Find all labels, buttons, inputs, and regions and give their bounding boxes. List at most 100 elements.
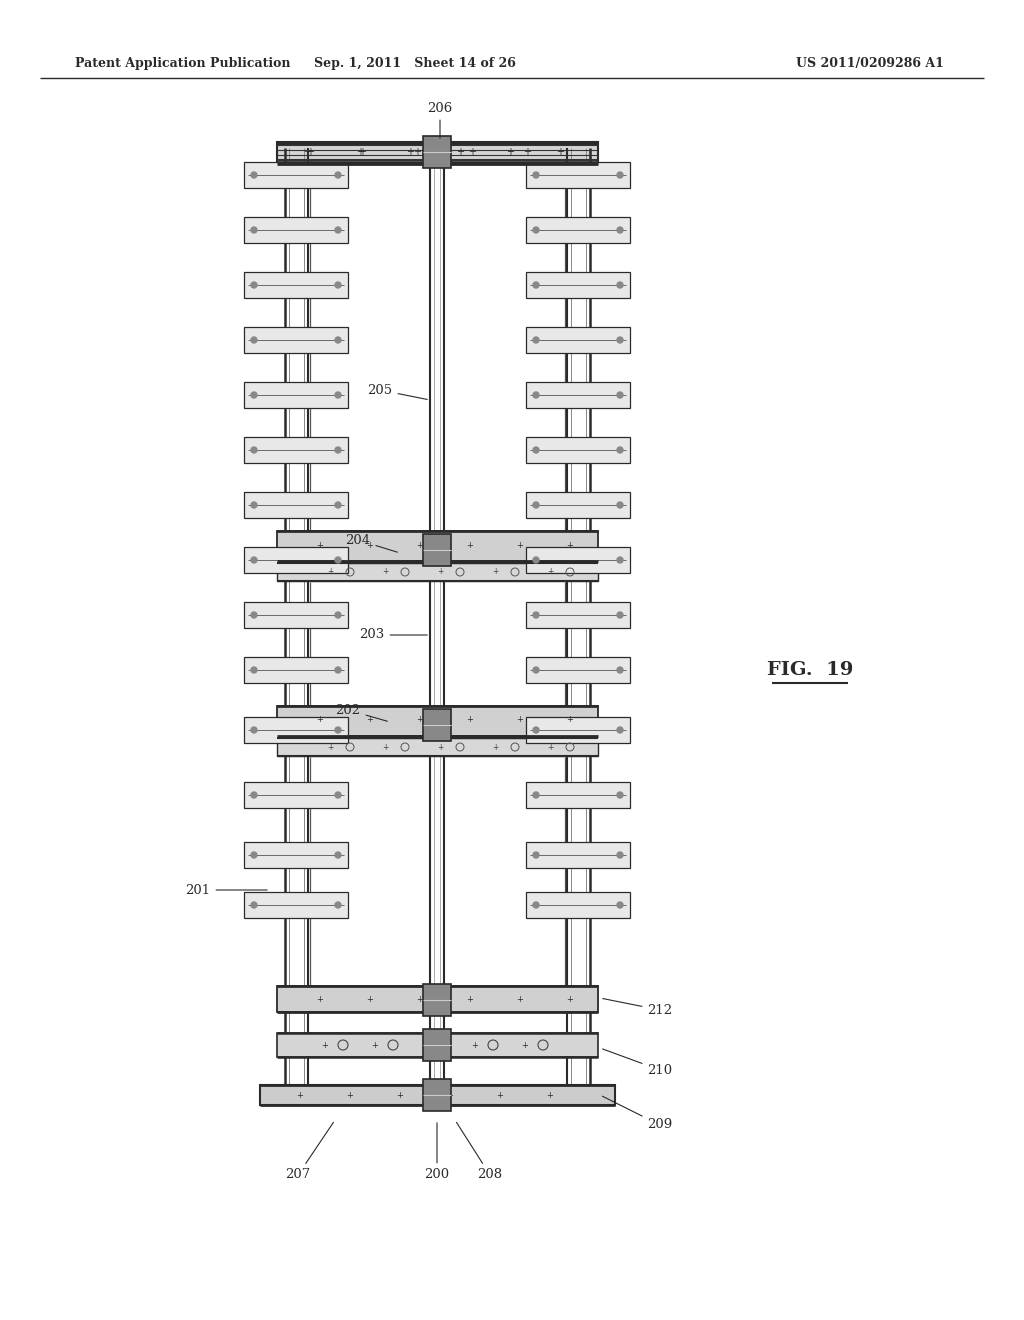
Bar	[278, 738, 598, 756]
Text: +: +	[417, 715, 424, 725]
Circle shape	[251, 667, 257, 673]
Bar	[278, 1034, 598, 1057]
Text: +: +	[547, 1090, 553, 1100]
Circle shape	[251, 727, 257, 733]
Circle shape	[251, 792, 257, 799]
Circle shape	[534, 902, 539, 908]
Circle shape	[534, 447, 539, 453]
Text: +: +	[467, 715, 473, 725]
Circle shape	[335, 392, 341, 399]
Text: FIG.  19: FIG. 19	[767, 661, 853, 678]
Text: +: +	[523, 147, 531, 157]
Text: +: +	[413, 147, 421, 157]
Circle shape	[251, 612, 257, 618]
Text: +: +	[566, 715, 573, 725]
Text: +: +	[306, 147, 314, 157]
Circle shape	[534, 612, 539, 618]
Circle shape	[534, 337, 539, 343]
Text: 202: 202	[336, 704, 387, 721]
Circle shape	[534, 667, 539, 673]
Circle shape	[617, 902, 623, 908]
Text: Sep. 1, 2011   Sheet 14 of 26: Sep. 1, 2011 Sheet 14 of 26	[314, 57, 516, 70]
Text: 206: 206	[427, 102, 453, 139]
Circle shape	[534, 557, 539, 564]
Circle shape	[251, 227, 257, 234]
Circle shape	[335, 612, 341, 618]
Circle shape	[335, 172, 341, 178]
Circle shape	[617, 337, 623, 343]
Bar	[244, 781, 348, 808]
Bar	[244, 272, 348, 298]
Text: 208: 208	[457, 1122, 503, 1181]
Bar	[423, 709, 451, 741]
Text: 201: 201	[185, 883, 267, 896]
Text: +: +	[297, 1090, 303, 1100]
Circle shape	[617, 227, 623, 234]
Circle shape	[617, 851, 623, 858]
Circle shape	[251, 851, 257, 858]
Circle shape	[251, 172, 257, 178]
Bar	[244, 216, 348, 243]
Bar	[244, 892, 348, 917]
Text: +: +	[367, 715, 374, 725]
Bar	[526, 602, 630, 628]
Circle shape	[335, 727, 341, 733]
Bar	[423, 983, 451, 1016]
Text: 209: 209	[602, 1096, 673, 1131]
Circle shape	[251, 447, 257, 453]
Circle shape	[617, 612, 623, 618]
Circle shape	[534, 792, 539, 799]
Text: +: +	[472, 1040, 478, 1049]
Circle shape	[251, 502, 257, 508]
Circle shape	[617, 282, 623, 288]
Bar	[244, 437, 348, 463]
Text: +: +	[492, 742, 499, 751]
Text: +: +	[367, 995, 374, 1005]
Text: 210: 210	[602, 1049, 673, 1077]
Circle shape	[251, 902, 257, 908]
Circle shape	[335, 557, 341, 564]
Text: +: +	[467, 995, 473, 1005]
Bar	[244, 546, 348, 573]
Text: +: +	[446, 1090, 454, 1100]
Circle shape	[335, 337, 341, 343]
Bar	[244, 381, 348, 408]
Text: US 2011/0209286 A1: US 2011/0209286 A1	[796, 57, 944, 70]
Text: +: +	[467, 540, 473, 549]
Bar	[244, 492, 348, 517]
Circle shape	[534, 392, 539, 399]
Text: +: +	[316, 995, 324, 1005]
Text: +: +	[422, 1040, 428, 1049]
Circle shape	[617, 447, 623, 453]
Text: +: +	[437, 568, 443, 577]
Text: +: +	[303, 147, 311, 157]
Text: +: +	[382, 742, 388, 751]
Circle shape	[335, 902, 341, 908]
Text: +: +	[521, 1040, 528, 1049]
Bar	[423, 1078, 451, 1111]
Text: 203: 203	[359, 628, 427, 642]
Text: +: +	[327, 742, 333, 751]
Text: +: +	[506, 147, 514, 157]
Circle shape	[534, 502, 539, 508]
Circle shape	[617, 727, 623, 733]
Circle shape	[335, 502, 341, 508]
Bar	[278, 706, 598, 737]
Bar	[423, 1030, 451, 1061]
Bar	[526, 842, 630, 869]
Text: +: +	[367, 540, 374, 549]
Text: +: +	[372, 1040, 379, 1049]
Bar	[244, 162, 348, 187]
Text: +: +	[406, 147, 414, 157]
Bar	[526, 162, 630, 187]
Circle shape	[251, 337, 257, 343]
Circle shape	[534, 227, 539, 234]
Bar	[526, 717, 630, 743]
Bar	[423, 136, 451, 168]
Circle shape	[534, 172, 539, 178]
Text: +: +	[516, 995, 523, 1005]
Bar	[278, 143, 598, 164]
Text: +: +	[316, 715, 324, 725]
Circle shape	[534, 727, 539, 733]
Circle shape	[617, 172, 623, 178]
